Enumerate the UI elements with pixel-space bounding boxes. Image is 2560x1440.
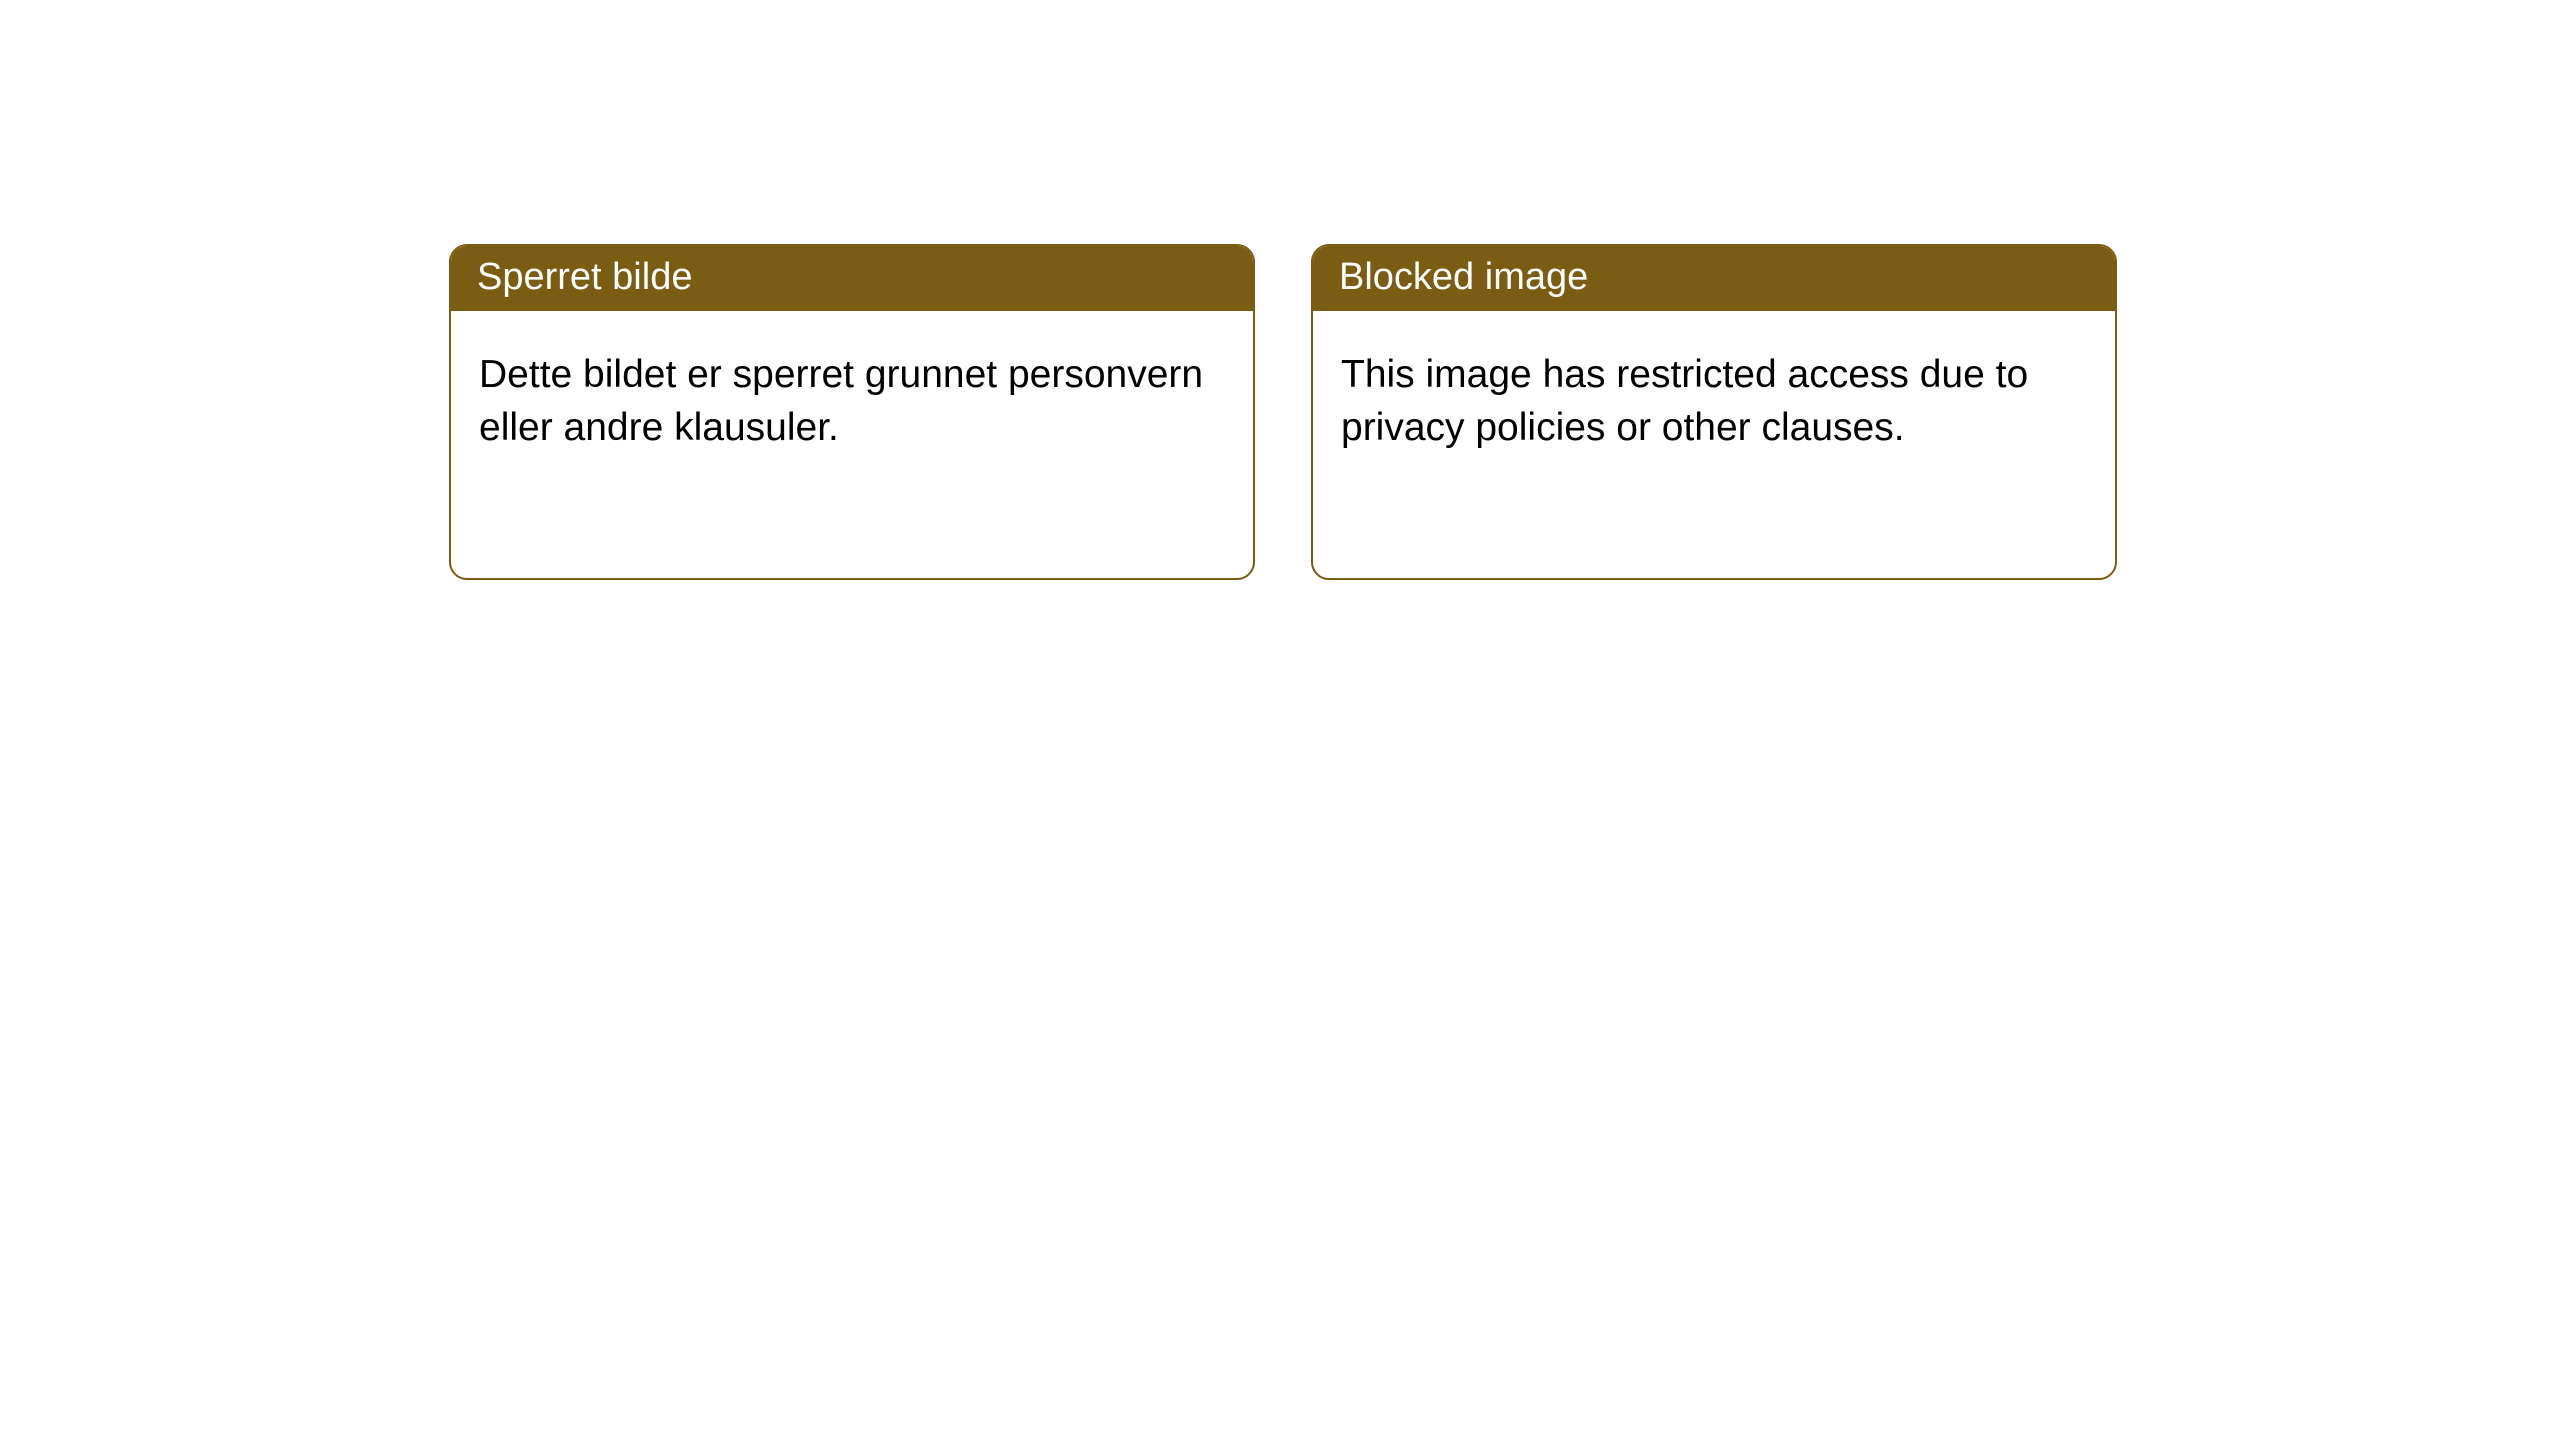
notice-card-header: Sperret bilde xyxy=(451,246,1253,311)
notice-card-header-text: Sperret bilde xyxy=(477,256,692,298)
notice-card-body-text: Dette bildet er sperret grunnet personve… xyxy=(479,353,1203,449)
notice-cards-container: Sperret bilde Dette bildet er sperret gr… xyxy=(0,0,2560,580)
notice-card-norwegian: Sperret bilde Dette bildet er sperret gr… xyxy=(449,244,1255,580)
notice-card-body: Dette bildet er sperret grunnet personve… xyxy=(451,311,1253,492)
notice-card-header-text: Blocked image xyxy=(1339,256,1588,298)
notice-card-body-text: This image has restricted access due to … xyxy=(1341,353,2028,449)
notice-card-english: Blocked image This image has restricted … xyxy=(1311,244,2117,580)
notice-card-body: This image has restricted access due to … xyxy=(1313,311,2115,492)
notice-card-header: Blocked image xyxy=(1313,246,2115,311)
